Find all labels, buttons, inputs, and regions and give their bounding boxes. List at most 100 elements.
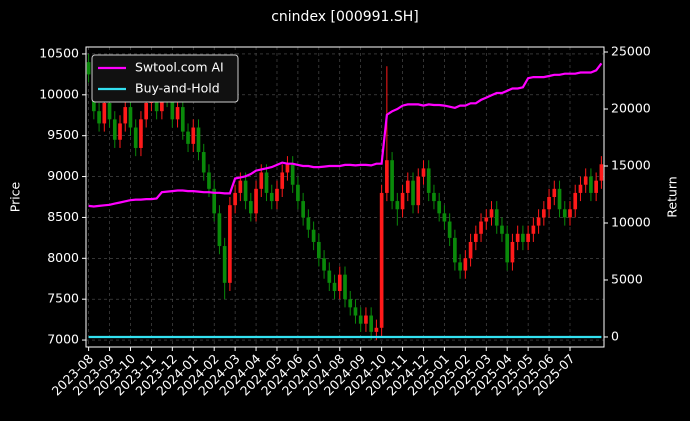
candle-body	[118, 123, 122, 140]
candle-body	[207, 172, 211, 189]
candle-body	[494, 209, 499, 226]
candle-body	[400, 192, 405, 210]
candle-body	[196, 127, 201, 153]
y2-tick-label: 25000	[611, 44, 651, 59]
candle-body	[285, 164, 290, 173]
candle-body	[290, 164, 295, 185]
candle-body	[327, 270, 332, 283]
y2-tick-label: 20000	[611, 101, 651, 116]
candle-body	[416, 176, 421, 206]
candle-body	[578, 184, 583, 193]
candle-body	[421, 168, 426, 177]
y-tick-label: 9000	[47, 168, 79, 183]
candle-body	[112, 119, 117, 140]
y-tick-label: 9500	[47, 127, 79, 142]
candle-body	[243, 180, 248, 202]
candle-body	[269, 192, 274, 202]
candle-body	[395, 201, 400, 210]
y-tick-label: 10500	[39, 45, 79, 60]
candle-body	[463, 258, 468, 271]
candle-body	[133, 127, 138, 148]
candle-body	[484, 217, 489, 222]
candle-body	[432, 192, 436, 202]
y2-tick-label: 0	[611, 328, 619, 343]
candle-body	[453, 237, 457, 263]
candle-body	[552, 188, 557, 197]
candle-body	[201, 152, 206, 173]
candle-body	[233, 192, 237, 206]
candle-body	[599, 164, 604, 181]
candle-body	[264, 172, 269, 193]
candle-body	[107, 102, 112, 120]
y2-tick-label: 15000	[611, 157, 651, 172]
candle-body	[531, 225, 536, 234]
legend-label: Buy-and-Hold	[135, 81, 220, 96]
candle-body	[217, 213, 222, 247]
candle-body	[541, 209, 546, 218]
candle-body	[505, 233, 510, 263]
y-tick-label: 8000	[47, 250, 79, 265]
candle-body	[489, 209, 494, 218]
candle-body	[500, 225, 504, 234]
candle-body	[374, 327, 379, 332]
y2-axis-label: Return	[665, 176, 680, 217]
candle-body	[180, 107, 185, 132]
candle-body	[191, 127, 196, 144]
y-axis-label: Price	[8, 181, 23, 212]
candle-body	[547, 197, 551, 210]
candle-body	[510, 241, 515, 263]
candle-body	[296, 184, 300, 202]
candle-body	[557, 188, 562, 210]
candle-body	[170, 98, 175, 120]
candle-body	[405, 180, 410, 193]
candle-body	[280, 172, 285, 189]
y-tick-label: 10000	[39, 86, 79, 101]
candle-body	[301, 201, 305, 218]
candle-body	[562, 209, 567, 218]
candle-body	[479, 221, 483, 234]
candle-body	[139, 119, 143, 148]
candle-body	[353, 307, 358, 316]
candle-body	[536, 217, 541, 226]
legend-label: Swtool.com AI	[135, 60, 224, 75]
y-tick-label: 7000	[47, 332, 79, 347]
candle-body	[306, 217, 311, 230]
candle-body	[369, 315, 373, 332]
candle-body	[583, 176, 588, 185]
candle-body	[458, 262, 462, 271]
candle-body	[358, 315, 363, 324]
candle-body	[144, 102, 149, 120]
candle-body	[254, 188, 258, 214]
legend-box	[91, 54, 239, 103]
candle-body	[515, 233, 520, 242]
candle-body	[337, 274, 342, 292]
candle-body	[385, 160, 389, 193]
candle-body	[442, 213, 447, 222]
candle-body	[128, 107, 133, 128]
candle-body	[175, 107, 180, 120]
y-tick-label: 8500	[47, 209, 79, 224]
candle-body	[411, 180, 415, 206]
candle-body	[573, 192, 578, 210]
candle-body	[186, 131, 190, 144]
candle-body	[437, 201, 442, 214]
candle-body	[589, 176, 593, 193]
y2-tick-label: 10000	[611, 214, 651, 229]
candle-body	[97, 111, 101, 124]
candle-body	[238, 180, 243, 193]
candle-body	[259, 172, 264, 189]
candle-body	[311, 229, 316, 242]
candle-body	[212, 188, 217, 214]
candle-body	[317, 241, 321, 259]
candle-body	[426, 168, 431, 193]
candle-body	[364, 315, 368, 324]
y2-tick-label: 5000	[611, 271, 643, 286]
candle-body	[568, 209, 572, 218]
return-line	[88, 62, 603, 208]
candle-body	[248, 201, 253, 214]
candle-body	[379, 192, 384, 328]
candle-body	[222, 246, 227, 283]
candle-body	[86, 62, 91, 75]
candle-body	[228, 205, 232, 283]
